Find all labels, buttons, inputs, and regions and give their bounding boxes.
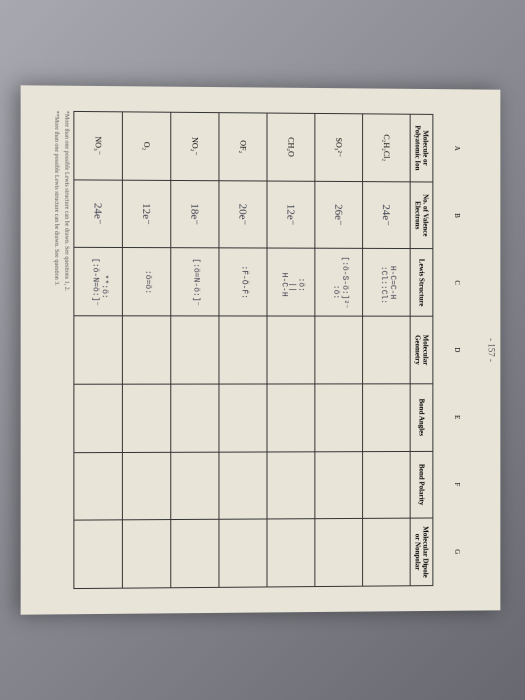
geometry-cell	[267, 316, 315, 384]
angles-cell	[363, 384, 411, 452]
table-row: SO₃²⁻ 26e⁻ [:ö-S-ö:]²⁻ :ö:	[315, 113, 363, 586]
col-letter: F	[433, 451, 480, 518]
lewis-cell: **:ö: [:ö-N=ö:]⁻	[74, 248, 123, 316]
polarity-cell	[219, 451, 267, 519]
lewis-cell: :F̈-Ö-F̈:	[219, 248, 267, 316]
table-row: NO₂⁻ 18e⁻ [:ö=N-ö:]⁻	[171, 112, 219, 588]
header-angles: Bond Angles	[411, 384, 434, 451]
col-letter: C	[433, 249, 480, 316]
table-row: OF₂ 20e⁻ :F̈-Ö-F̈:	[219, 113, 267, 588]
molecule-cell: NO₂⁻	[171, 112, 219, 180]
header-valence: No. of Valence Electrons	[411, 182, 434, 249]
col-letter: A	[433, 114, 480, 182]
header-molecule: Molecule or Polyatomic Ion	[411, 114, 434, 181]
molecule-cell: C₂H₂Cl₂	[363, 114, 411, 182]
angles-cell	[74, 384, 123, 452]
polarity-cell	[171, 452, 219, 520]
molecule-cell: O₂	[123, 112, 171, 180]
geometry-cell	[123, 316, 171, 384]
lewis-cell: :ö=ö:	[123, 248, 171, 316]
footnote-1: *More than one possible Lewis structure …	[64, 111, 70, 589]
geometry-cell	[74, 316, 123, 384]
geometry-cell	[315, 316, 363, 384]
dipole-cell	[219, 519, 267, 587]
valence-cell: 26e⁻	[315, 181, 363, 249]
dipole-cell	[315, 519, 363, 587]
polarity-cell	[267, 451, 315, 519]
dipole-cell	[267, 519, 315, 587]
lewis-cell: [:ö=N-ö:]⁻	[171, 248, 219, 316]
polarity-cell	[315, 451, 363, 519]
col-letter: D	[433, 316, 480, 383]
footnote-2: **More than one possible Lewis structure…	[54, 111, 60, 589]
table-row: NO₃⁻ 24e⁻ **:ö: [:ö-N=ö:]⁻	[74, 111, 123, 588]
page-number: - 157 -	[487, 338, 497, 362]
angles-cell	[171, 384, 219, 452]
valence-cell: 24e⁻	[74, 180, 123, 248]
table-row: C₂H₂Cl₂ 24e⁻ H-C=C-H :Cl::Cl:	[363, 114, 411, 586]
geometry-cell	[363, 316, 411, 383]
angles-cell	[123, 384, 171, 452]
worksheet-page: - 157 - A B C D E F G Molecule or Polyat…	[21, 85, 501, 614]
header-polarity: Bond Polarity	[411, 451, 434, 518]
valence-cell: 12e⁻	[267, 181, 315, 249]
table-row: CH₂O 12e⁻ :ö: || H-C-H	[267, 113, 315, 587]
lewis-cell: H-C=C-H :Cl::Cl:	[363, 249, 411, 317]
polarity-cell	[74, 452, 123, 520]
col-letter: E	[433, 384, 480, 451]
valence-cell: 12e⁻	[123, 180, 171, 248]
header-dipole: Molecular Dipole or Nonpolar	[411, 518, 434, 586]
header-row: Molecule or Polyatomic Ion No. of Valenc…	[411, 114, 434, 586]
angles-cell	[219, 384, 267, 452]
dipole-cell	[123, 520, 171, 588]
valence-cell: 18e⁻	[171, 180, 219, 248]
column-letter-row: A B C D E F G	[433, 114, 480, 585]
molecule-cell: CH₂O	[267, 113, 315, 181]
col-letter: B	[433, 182, 480, 249]
lewis-cell: :ö: || H-C-H	[267, 248, 315, 316]
angles-cell	[315, 384, 363, 452]
header-geometry: Molecular Geometry	[411, 316, 434, 383]
valence-cell: 24e⁻	[363, 181, 411, 249]
polarity-cell	[123, 452, 171, 520]
lewis-cell: [:ö-S-ö:]²⁻ :ö:	[315, 249, 363, 317]
valence-cell: 20e⁻	[219, 180, 267, 248]
molecule-cell: SO₃²⁻	[315, 113, 363, 181]
chemistry-table: A B C D E F G Molecule or Polyatomic Ion…	[74, 111, 481, 589]
angles-cell	[267, 384, 315, 452]
dipole-cell	[363, 518, 411, 586]
geometry-cell	[219, 316, 267, 384]
geometry-cell	[171, 316, 219, 384]
molecule-cell: OF₂	[219, 113, 267, 181]
header-lewis: Lewis Structure	[411, 249, 434, 316]
molecule-cell: NO₃⁻	[74, 111, 123, 179]
dipole-cell	[171, 519, 219, 587]
polarity-cell	[363, 451, 411, 519]
col-letter: G	[433, 518, 480, 586]
table-row: O₂ 12e⁻ :ö=ö:	[123, 112, 171, 588]
dipole-cell	[74, 520, 123, 589]
